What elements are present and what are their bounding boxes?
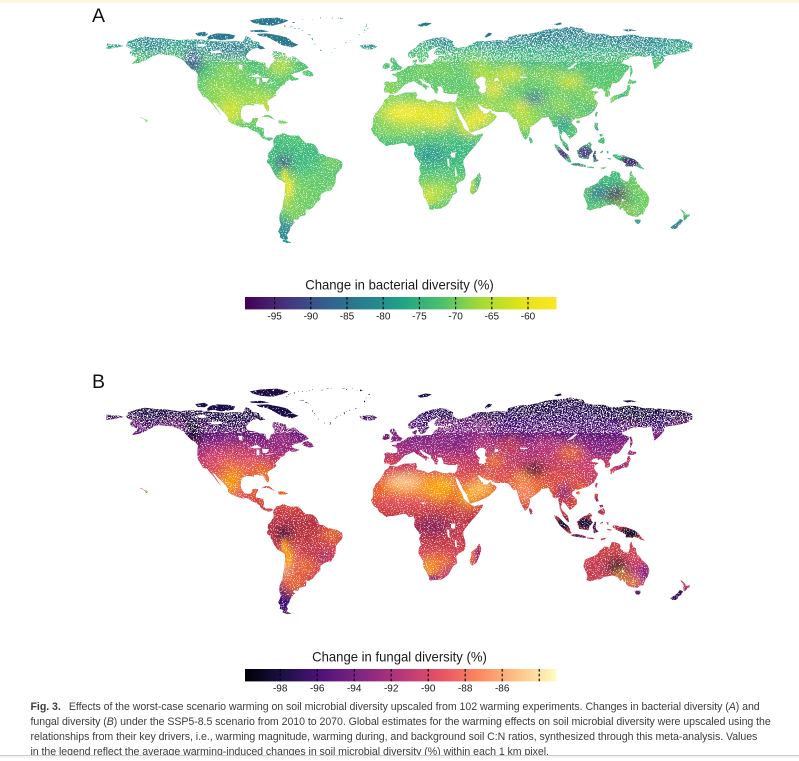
svg-text:-80: -80 <box>376 312 391 323</box>
svg-text:-75: -75 <box>412 312 427 323</box>
svg-text:-86: -86 <box>495 684 510 695</box>
svg-text:-92: -92 <box>384 684 399 695</box>
svg-text:-90: -90 <box>421 684 436 695</box>
svg-text:B: B <box>92 371 105 393</box>
svg-text:-85: -85 <box>340 312 355 323</box>
svg-text:-60: -60 <box>521 312 536 323</box>
svg-text:-96: -96 <box>310 684 325 695</box>
svg-text:-94: -94 <box>347 684 362 695</box>
svg-text:-88: -88 <box>458 684 473 695</box>
svg-text:Change in bacterial diversity: Change in bacterial diversity (%) <box>305 277 494 293</box>
svg-text:-90: -90 <box>304 312 319 323</box>
svg-text:-65: -65 <box>485 312 500 323</box>
svg-text:Change in fungal diversity (%): Change in fungal diversity (%) <box>312 649 487 665</box>
svg-text:-98: -98 <box>273 684 288 695</box>
svg-text:A: A <box>92 5 105 27</box>
svg-text:-70: -70 <box>448 312 463 323</box>
svg-text:-95: -95 <box>267 312 282 323</box>
